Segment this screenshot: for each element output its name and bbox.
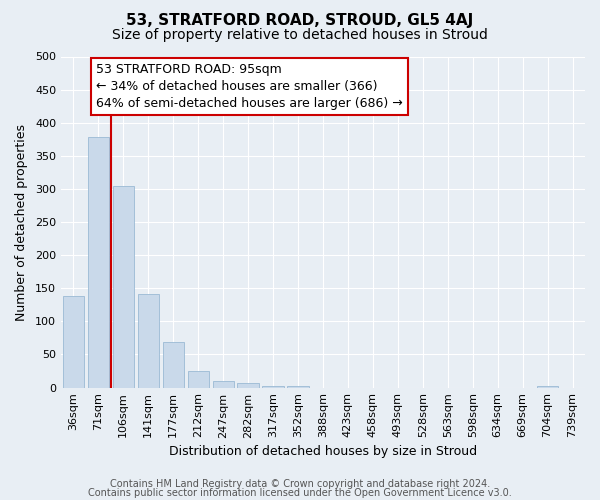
Text: Contains HM Land Registry data © Crown copyright and database right 2024.: Contains HM Land Registry data © Crown c… [110,479,490,489]
Text: Size of property relative to detached houses in Stroud: Size of property relative to detached ho… [112,28,488,42]
Bar [287,386,308,388]
Bar [137,294,159,388]
Y-axis label: Number of detached properties: Number of detached properties [15,124,28,320]
Bar [63,296,84,388]
Text: 53 STRATFORD ROAD: 95sqm
← 34% of detached houses are smaller (366)
64% of semi-: 53 STRATFORD ROAD: 95sqm ← 34% of detach… [96,63,403,110]
Bar [212,381,234,388]
Text: Contains public sector information licensed under the Open Government Licence v3: Contains public sector information licen… [88,488,512,498]
Bar [113,186,134,388]
Bar [188,371,209,388]
Bar [163,342,184,388]
X-axis label: Distribution of detached houses by size in Stroud: Distribution of detached houses by size … [169,444,477,458]
Bar [262,386,284,388]
Text: 53, STRATFORD ROAD, STROUD, GL5 4AJ: 53, STRATFORD ROAD, STROUD, GL5 4AJ [127,12,473,28]
Bar [238,383,259,388]
Bar [537,386,558,388]
Bar [88,138,109,388]
